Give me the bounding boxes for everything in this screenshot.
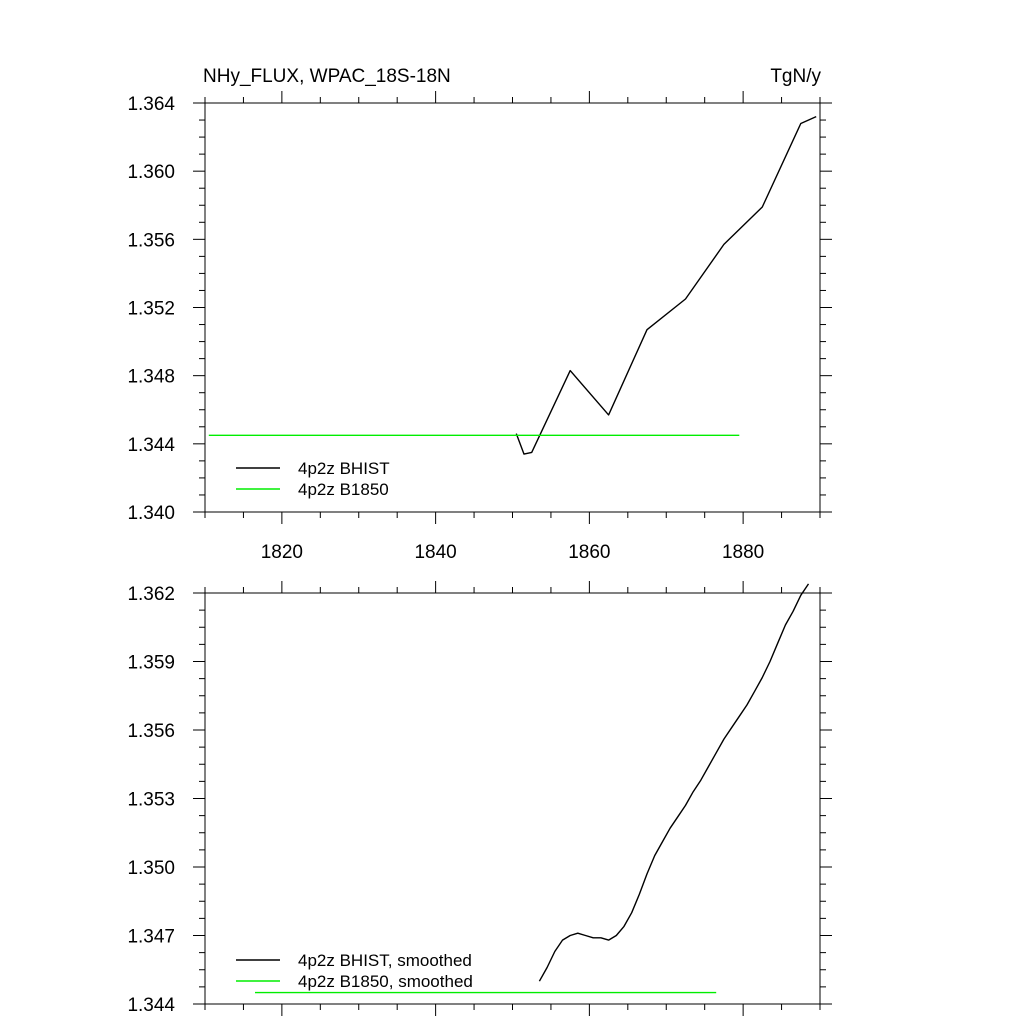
y-tick-label: 1.356 xyxy=(127,721,175,742)
top-panel: 1820 1840 1860 1880 1.340 1.344 1.348 1.352 1.35… xyxy=(127,66,832,563)
y-tick-label: 1.364 xyxy=(127,94,175,115)
series-line-0 xyxy=(515,115,817,455)
chart-title-right: TgN/y xyxy=(770,66,821,87)
x-tick-label: 1820 xyxy=(261,542,303,563)
y-tick-label: 1.347 xyxy=(127,927,175,948)
x-tick-label: 1860 xyxy=(568,542,610,563)
x-tick-label: 1880 xyxy=(722,542,764,563)
y-tick-label: 1.360 xyxy=(127,162,175,183)
plot-frame xyxy=(204,592,821,1005)
y-tick-label: 1.356 xyxy=(127,230,175,251)
x-tick-label: 1840 xyxy=(414,542,456,563)
legend-label: 4p2z B1850 xyxy=(298,480,389,499)
y-tick-label: 1.350 xyxy=(127,858,175,879)
series-line-0 xyxy=(538,583,810,982)
y-tick-label: 1.353 xyxy=(127,790,175,811)
legend-label: 4p2z BHIST xyxy=(298,459,390,478)
plot-frame xyxy=(204,102,821,513)
legend-label: 4p2z BHIST, smoothed xyxy=(298,951,472,970)
chart-title-left: NHy_FLUX, WPAC_18S-18N xyxy=(203,66,451,87)
y-tick-label: 1.352 xyxy=(127,299,175,320)
y-tick-label: 1.362 xyxy=(127,584,175,605)
y-tick-label: 1.344 xyxy=(127,995,175,1016)
bottom-panel: 1.344 1.347 1.350 1.353 1.356 1.359 1.362 4p2z … xyxy=(127,581,832,1016)
y-tick-label: 1.359 xyxy=(127,653,175,674)
y-tick-label: 1.348 xyxy=(127,367,175,388)
y-tick-label: 1.340 xyxy=(127,503,175,524)
legend-label: 4p2z B1850, smoothed xyxy=(298,972,473,991)
y-tick-label: 1.344 xyxy=(127,435,175,456)
